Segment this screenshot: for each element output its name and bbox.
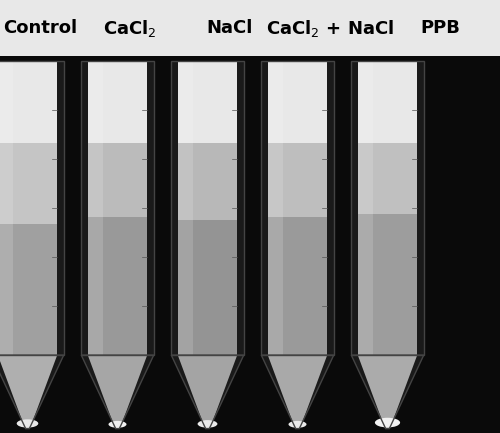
Bar	[88, 61, 147, 355]
Bar	[268, 61, 327, 355]
Bar	[178, 61, 192, 355]
Polygon shape	[88, 355, 147, 429]
Bar	[358, 143, 417, 214]
Polygon shape	[171, 355, 244, 429]
Ellipse shape	[288, 421, 306, 428]
Bar	[268, 143, 327, 216]
Bar	[81, 61, 154, 355]
Bar	[0, 61, 57, 143]
Text: CaCl$_2$: CaCl$_2$	[103, 18, 157, 39]
Bar	[358, 61, 417, 143]
Bar	[88, 61, 147, 143]
Bar	[171, 61, 244, 355]
Bar	[261, 61, 334, 355]
Text: NaCl: NaCl	[207, 19, 253, 37]
Polygon shape	[178, 355, 237, 429]
Text: Control: Control	[3, 19, 77, 37]
Polygon shape	[261, 355, 334, 429]
Polygon shape	[81, 355, 154, 429]
Bar	[178, 61, 237, 355]
Bar	[88, 61, 102, 355]
Bar	[0, 0, 500, 56]
Bar	[81, 61, 154, 355]
Bar	[171, 61, 244, 355]
Bar	[178, 61, 237, 143]
Polygon shape	[268, 355, 327, 429]
Bar	[351, 61, 424, 355]
Ellipse shape	[16, 419, 38, 428]
Polygon shape	[351, 355, 424, 429]
Bar	[0, 61, 12, 355]
Bar	[261, 61, 334, 355]
Text: PPB: PPB	[420, 19, 460, 37]
Bar	[358, 61, 372, 355]
Polygon shape	[0, 355, 57, 429]
Bar	[0, 61, 64, 355]
Bar	[358, 61, 417, 355]
Bar	[0, 61, 57, 355]
Bar	[88, 143, 147, 216]
Bar	[268, 61, 282, 355]
Ellipse shape	[198, 420, 218, 428]
Polygon shape	[358, 355, 417, 429]
Bar	[178, 143, 237, 220]
Bar	[0, 143, 57, 224]
Text: CaCl$_2$ + NaCl: CaCl$_2$ + NaCl	[266, 18, 394, 39]
Ellipse shape	[375, 418, 400, 427]
Bar	[351, 61, 424, 355]
Bar	[268, 61, 327, 143]
Bar	[0, 61, 64, 355]
Ellipse shape	[108, 421, 126, 428]
Polygon shape	[0, 355, 64, 429]
